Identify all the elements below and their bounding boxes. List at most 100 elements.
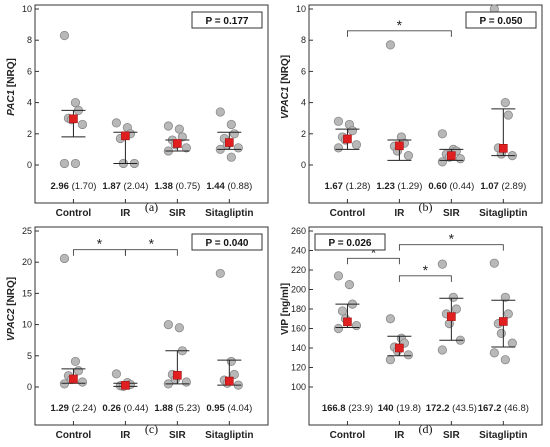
center-marker [499, 317, 508, 326]
stat-text: 0.26 (0.44) [102, 403, 148, 414]
y-tick-label: 15 [22, 288, 32, 298]
stat-center-value: 1.07 [480, 181, 501, 192]
y-tick-label: 8 [301, 35, 306, 45]
stat-center-value: 1.38 [154, 181, 175, 192]
data-point [507, 338, 517, 348]
data-point [351, 320, 362, 331]
stat-center-value: 140 [378, 403, 397, 414]
y-tick-label: 120 [291, 363, 306, 373]
p-value-text: P = 0.177 [206, 16, 249, 27]
category-label: IR [394, 208, 405, 219]
data-point [111, 369, 122, 379]
stat-text: 1.29 (2.24) [50, 403, 96, 414]
data-point [70, 158, 81, 169]
stat-center-value: 2.96 [50, 181, 71, 192]
data-point [455, 154, 465, 164]
stat-spread-value: (19.8) [396, 403, 421, 414]
stat-center-value: 1.29 [50, 403, 71, 414]
category-label: Sitagliptin [479, 430, 527, 441]
data-point [385, 314, 396, 324]
data-point [174, 124, 184, 134]
y-tick-label: 2 [301, 129, 306, 139]
significance-star: * [97, 236, 103, 252]
stat-spread-value: (2.24) [72, 403, 97, 414]
center-marker [225, 376, 234, 386]
y-axis-label: PAC1 [NRQ] [6, 58, 17, 116]
significance-bracket [398, 244, 504, 251]
data-point [233, 143, 243, 153]
data-point [503, 110, 513, 120]
stat-center-value: 0.95 [206, 403, 227, 414]
y-tick-label: 10 [22, 4, 32, 14]
data-point [226, 356, 236, 367]
panel-label: (d) [419, 422, 433, 436]
data-point [333, 271, 344, 281]
stat-center-value: 0.26 [102, 403, 123, 414]
data-point [59, 30, 70, 41]
significance-star: * [423, 262, 429, 278]
y-axis-label: VPAC2 [NRQ] [6, 277, 17, 341]
data-point [111, 118, 122, 128]
y-axis-label-unit: [NRQ] [280, 55, 291, 84]
center-marker [395, 141, 404, 151]
data-point [437, 259, 447, 269]
center-marker [343, 134, 352, 144]
data-point [174, 323, 184, 333]
y-tick-label: 25 [22, 226, 32, 236]
category-label: SIR [169, 430, 186, 441]
y-axis-label-unit: [NRQ] [6, 277, 17, 306]
stat-center-value: 167.2 [478, 403, 504, 414]
center-marker [447, 151, 456, 160]
panel-label: (b) [419, 200, 433, 214]
y-axis-label-gene: PAC1 [6, 87, 17, 116]
stat-center-value: 1.88 [154, 403, 175, 414]
stat-text: 140 (19.8) [378, 403, 421, 414]
panel-label: (c) [145, 422, 158, 436]
category-label: SIR [443, 430, 460, 441]
data-point [500, 292, 510, 302]
data-point [496, 328, 506, 338]
stat-text: 0.95 (4.04) [206, 403, 252, 414]
p-value-box [465, 11, 537, 29]
center-marker [499, 144, 508, 153]
data-point [347, 126, 358, 136]
panel-4: 100 120 140 160 180 200 220 240 260 VIP [ng/ml] Co… [280, 226, 543, 441]
category-label: Control [56, 208, 92, 219]
center-marker [225, 138, 234, 147]
data-point [177, 132, 187, 142]
data-point [489, 348, 499, 358]
category-label: IR [394, 430, 405, 441]
panel-3: 0 5 10 15 20 25 VPAC2 [NRQ] Control IR SIR Sitagli… [6, 226, 269, 441]
p-value-box [191, 11, 263, 29]
y-tick-label: 10 [22, 320, 32, 330]
category-label: IR [120, 430, 131, 441]
stat-text: 1.38 (0.75) [154, 181, 200, 192]
stat-center-value: 1.67 [324, 181, 345, 192]
data-point [181, 377, 191, 387]
plot-frame [308, 4, 543, 204]
data-point [403, 151, 414, 161]
category-label: Control [330, 208, 366, 219]
center-marker [173, 139, 182, 148]
stat-text: 2.96 (1.70) [50, 181, 96, 192]
significance-star: * [149, 236, 155, 252]
category-label: SIR [443, 208, 460, 219]
y-axis-label: VPAC1 [NRQ] [280, 55, 291, 119]
stat-spread-value: (0.88) [227, 181, 252, 192]
center-marker [173, 370, 182, 380]
data-point [59, 379, 70, 389]
stat-text: 0.60 (0.44) [428, 181, 474, 192]
stat-text: 1.23 (1.29) [376, 181, 422, 192]
data-point [70, 356, 81, 367]
stat-center-value: 1.44 [206, 181, 227, 192]
y-tick-label: 0 [27, 160, 32, 170]
data-point [489, 258, 499, 268]
data-point [73, 366, 84, 376]
category-label: IR [120, 208, 131, 219]
data-point [344, 280, 355, 290]
center-marker [69, 374, 78, 384]
y-tick-label: 5 [27, 351, 32, 361]
y-tick-label: 180 [291, 304, 306, 314]
data-point [226, 152, 236, 162]
